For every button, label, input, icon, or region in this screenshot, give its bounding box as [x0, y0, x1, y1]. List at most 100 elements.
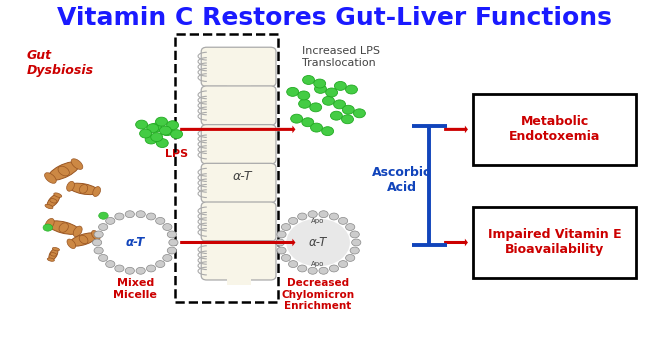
Ellipse shape: [69, 233, 98, 246]
Text: Vitamin C Restores Gut-Liver Functions: Vitamin C Restores Gut-Liver Functions: [57, 6, 611, 30]
Text: Metabolic
Endotoxemia: Metabolic Endotoxemia: [509, 115, 601, 143]
Circle shape: [339, 217, 348, 224]
Circle shape: [163, 224, 172, 230]
Circle shape: [345, 85, 357, 94]
Circle shape: [167, 247, 176, 254]
Text: Gut
Dysbiosis: Gut Dysbiosis: [26, 49, 94, 77]
Bar: [226, 159, 250, 169]
Ellipse shape: [67, 239, 75, 249]
Circle shape: [92, 239, 102, 246]
Circle shape: [287, 219, 350, 266]
Ellipse shape: [45, 173, 56, 183]
Ellipse shape: [48, 162, 79, 180]
Circle shape: [287, 87, 299, 96]
Circle shape: [353, 109, 365, 118]
Circle shape: [277, 231, 286, 238]
Text: Decreased
Chylomicron
Enrichment: Decreased Chylomicron Enrichment: [281, 278, 355, 312]
Circle shape: [277, 247, 286, 254]
Ellipse shape: [47, 258, 54, 261]
Ellipse shape: [59, 223, 68, 232]
Circle shape: [345, 224, 355, 230]
FancyBboxPatch shape: [201, 163, 276, 202]
Text: Mixed
Micelle: Mixed Micelle: [114, 278, 157, 300]
Circle shape: [299, 99, 311, 108]
Circle shape: [298, 213, 307, 220]
FancyBboxPatch shape: [201, 47, 276, 86]
Circle shape: [169, 239, 178, 246]
FancyBboxPatch shape: [201, 241, 276, 280]
Circle shape: [125, 267, 134, 274]
Ellipse shape: [79, 184, 88, 193]
Circle shape: [125, 211, 134, 218]
Circle shape: [308, 267, 317, 274]
Circle shape: [281, 255, 291, 261]
Circle shape: [106, 217, 115, 224]
Text: Increased LPS
Translocation: Increased LPS Translocation: [302, 46, 380, 68]
Circle shape: [335, 81, 346, 90]
Ellipse shape: [50, 253, 57, 256]
Circle shape: [150, 123, 162, 132]
Ellipse shape: [67, 181, 74, 191]
Circle shape: [136, 267, 146, 274]
Circle shape: [145, 135, 157, 144]
Ellipse shape: [69, 183, 98, 195]
Circle shape: [166, 121, 178, 130]
Ellipse shape: [49, 249, 58, 260]
Circle shape: [156, 117, 168, 126]
Circle shape: [147, 124, 159, 133]
Bar: [473, 207, 636, 278]
Circle shape: [329, 213, 339, 220]
Bar: [473, 94, 636, 165]
Circle shape: [298, 265, 307, 272]
Circle shape: [308, 211, 317, 218]
Circle shape: [350, 247, 359, 254]
Circle shape: [136, 211, 146, 218]
FancyBboxPatch shape: [201, 125, 276, 164]
Circle shape: [351, 239, 361, 246]
Bar: [226, 275, 250, 285]
Ellipse shape: [50, 199, 57, 203]
Circle shape: [156, 217, 165, 224]
Ellipse shape: [45, 204, 53, 209]
Circle shape: [341, 115, 353, 124]
Circle shape: [302, 118, 314, 127]
Circle shape: [163, 255, 172, 261]
Circle shape: [43, 224, 53, 231]
Bar: [226, 120, 250, 131]
Circle shape: [151, 133, 163, 142]
Ellipse shape: [54, 193, 61, 197]
Circle shape: [170, 130, 182, 139]
Circle shape: [99, 255, 108, 261]
Circle shape: [99, 224, 108, 230]
Circle shape: [319, 267, 328, 274]
Circle shape: [339, 261, 348, 268]
Circle shape: [298, 91, 310, 100]
FancyBboxPatch shape: [201, 202, 276, 241]
Circle shape: [331, 111, 342, 120]
Circle shape: [146, 213, 156, 220]
Ellipse shape: [48, 221, 79, 234]
FancyBboxPatch shape: [201, 86, 276, 125]
Circle shape: [310, 103, 322, 112]
Text: α-T: α-T: [233, 171, 253, 183]
Circle shape: [94, 247, 104, 254]
Text: Impaired Vitamin E
Bioavailability: Impaired Vitamin E Bioavailability: [488, 228, 621, 257]
Circle shape: [326, 88, 337, 97]
Ellipse shape: [93, 187, 100, 196]
Circle shape: [319, 211, 328, 218]
Circle shape: [311, 123, 323, 132]
Bar: [175, 34, 279, 302]
Circle shape: [160, 126, 172, 135]
Text: Apo: Apo: [311, 218, 325, 224]
Circle shape: [156, 261, 165, 268]
Circle shape: [333, 100, 345, 109]
Circle shape: [289, 217, 298, 224]
Text: α-T: α-T: [126, 236, 145, 249]
Circle shape: [146, 265, 156, 272]
Circle shape: [315, 85, 327, 93]
Circle shape: [289, 261, 298, 268]
Circle shape: [322, 127, 333, 136]
Circle shape: [115, 213, 124, 220]
Bar: [226, 236, 250, 247]
Text: Apo: Apo: [311, 261, 325, 267]
